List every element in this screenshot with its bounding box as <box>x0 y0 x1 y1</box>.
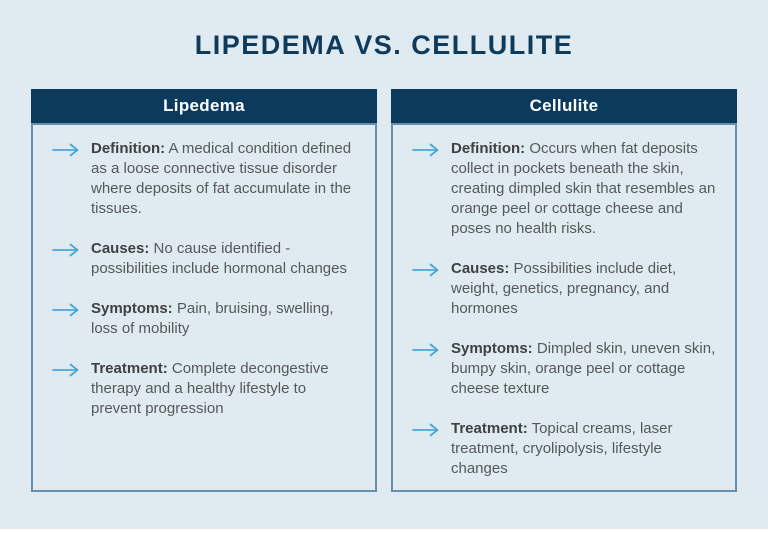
item-text: Treatment: Complete decongestive therapy… <box>91 359 359 419</box>
item-body: Topical creams, laser treatment, cryolip… <box>451 420 673 477</box>
item-text: Causes: No cause identified - possibilit… <box>91 239 359 279</box>
column-lipedema: Lipedema Definition: A medical condition… <box>31 89 377 492</box>
item-body: Complete decongestive therapy and a heal… <box>91 360 329 417</box>
arrow-right-icon <box>412 143 439 162</box>
item-text: Treatment: Topical creams, laser treatme… <box>451 419 719 479</box>
arrow-right-icon <box>412 423 439 442</box>
item-body: Occurs when fat deposits collect in pock… <box>451 140 716 237</box>
item-label: Treatment: <box>451 420 528 437</box>
item-body: Possibilities include diet, weight, gene… <box>451 260 677 317</box>
list-item: Definition: Occurs when fat deposits col… <box>412 139 723 239</box>
list-item: Symptoms: Dimpled skin, uneven skin, bum… <box>412 339 723 399</box>
arrow-right-icon <box>52 143 79 162</box>
item-label: Treatment: <box>91 360 168 377</box>
column-body-cellulite: Definition: Occurs when fat deposits col… <box>391 123 737 492</box>
item-body: A medical condition defined as a loose c… <box>91 140 352 217</box>
item-label: Causes: <box>91 240 150 257</box>
column-header-lipedema: Lipedema <box>31 89 377 123</box>
arrow-right-icon <box>52 303 79 322</box>
item-label: Definition: <box>451 140 526 157</box>
item-label: Definition: <box>91 140 166 157</box>
list-item: Symptoms: Pain, bruising, swelling, loss… <box>52 299 363 339</box>
item-text: Symptoms: Pain, bruising, swelling, loss… <box>91 299 359 339</box>
list-item: Causes: Possibilities include diet, weig… <box>412 259 723 319</box>
arrow-right-icon <box>52 363 79 382</box>
list-item: Causes: No cause identified - possibilit… <box>52 239 363 279</box>
list-item: Definition: A medical condition defined … <box>52 139 363 219</box>
page-title: LIPEDEMA VS. CELLULITE <box>194 30 574 60</box>
item-text: Definition: A medical condition defined … <box>91 139 359 219</box>
item-text: Symptoms: Dimpled skin, uneven skin, bum… <box>451 339 719 399</box>
item-text: Causes: Possibilities include diet, weig… <box>451 259 719 319</box>
list-item: Treatment: Topical creams, laser treatme… <box>412 419 723 479</box>
item-label: Symptoms: <box>451 340 533 357</box>
arrow-right-icon <box>412 343 439 362</box>
item-body: Dimpled skin, uneven skin, bumpy skin, o… <box>451 340 716 397</box>
comparison-columns: Lipedema Definition: A medical condition… <box>31 89 737 492</box>
item-label: Causes: <box>451 260 510 277</box>
column-header-cellulite: Cellulite <box>391 89 737 123</box>
arrow-right-icon <box>52 243 79 262</box>
item-body: No cause identified - possibilities incl… <box>91 240 347 277</box>
column-cellulite: Cellulite Definition: Occurs when fat de… <box>391 89 737 492</box>
item-label: Symptoms: <box>91 300 173 317</box>
item-text: Definition: Occurs when fat deposits col… <box>451 139 719 239</box>
item-body: Pain, bruising, swelling, loss of mobili… <box>91 300 334 337</box>
list-item: Treatment: Complete decongestive therapy… <box>52 359 363 419</box>
column-body-lipedema: Definition: A medical condition defined … <box>31 123 377 492</box>
arrow-right-icon <box>412 263 439 282</box>
